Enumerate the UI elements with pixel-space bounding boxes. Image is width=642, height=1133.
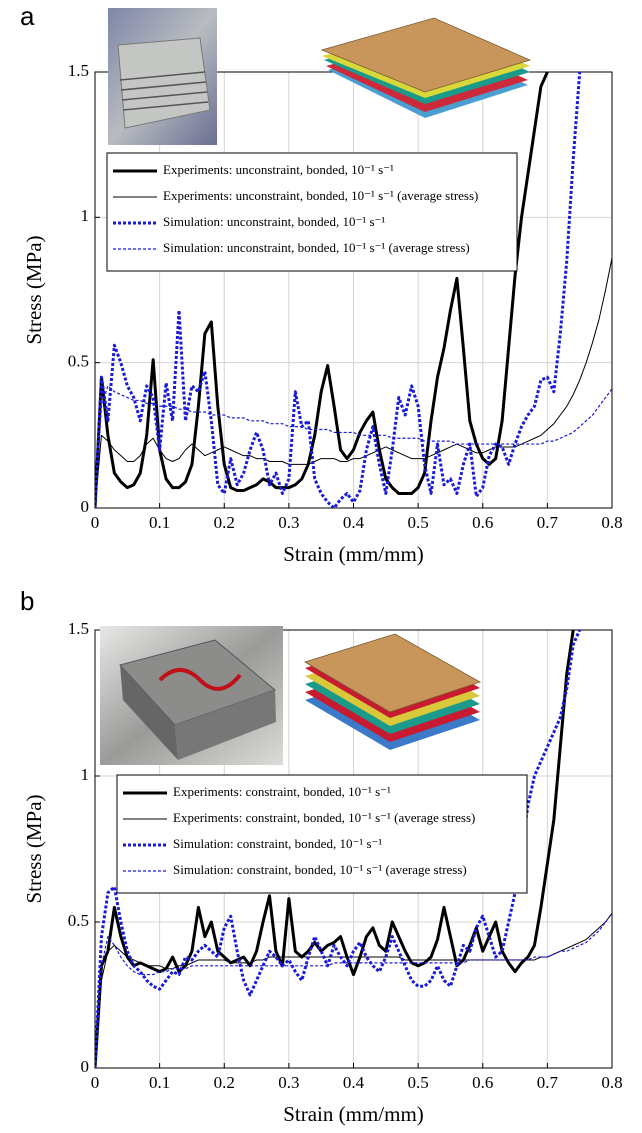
x-tick-label: 0: [91, 513, 100, 532]
photo-a: [108, 8, 217, 145]
x-tick-label: 0.1: [149, 513, 170, 532]
x-tick-label: 0.7: [537, 1073, 559, 1092]
x-tick-label: 0.2: [214, 513, 235, 532]
x-tick-label: 0.1: [149, 1073, 170, 1092]
data-line: [95, 72, 549, 508]
y-axis-title: Stress (MPa): [22, 235, 46, 344]
legend-label: Simulation: constraint, bonded, 10⁻¹ s⁻¹: [173, 836, 382, 851]
y-axis-title: Stress (MPa): [22, 794, 46, 903]
data-line: [95, 257, 612, 508]
x-tick-label: 0.6: [472, 513, 493, 532]
x-axis-title: Strain (mm/mm): [283, 1102, 424, 1126]
legend-label: Experiments: constraint, bonded, 10⁻¹ s⁻…: [173, 784, 391, 799]
panel-label: b: [20, 586, 34, 616]
y-tick-label: 1.5: [68, 61, 89, 80]
legend-label: Simulation: unconstraint, bonded, 10⁻¹ s…: [163, 240, 470, 255]
y-tick-label: 1: [81, 206, 90, 225]
model-a: [320, 17, 532, 118]
y-tick-label: 0.5: [68, 352, 89, 371]
plot-frame: [94, 629, 613, 1069]
legend-label: Simulation: constraint, bonded, 10⁻¹ s⁻¹…: [173, 862, 467, 877]
x-tick-label: 0.8: [601, 1073, 622, 1092]
x-tick-label: 0.2: [214, 1073, 235, 1092]
legend: Experiments: unconstraint, bonded, 10⁻¹ …: [106, 152, 518, 272]
model-b: [304, 633, 481, 750]
y-tick-label: 0: [81, 1057, 90, 1076]
y-tick-label: 0.5: [68, 911, 89, 930]
data-line: [95, 630, 575, 1068]
data-line: [95, 912, 612, 1068]
photo-b: [100, 626, 283, 765]
x-tick-label: 0.8: [601, 513, 622, 532]
data-line: [95, 385, 612, 508]
legend: Experiments: constraint, bonded, 10⁻¹ s⁻…: [116, 774, 528, 894]
x-tick-label: 0.4: [343, 513, 365, 532]
y-tick-label: 1.5: [68, 619, 89, 638]
x-tick-label: 0.3: [278, 513, 299, 532]
x-tick-label: 0.4: [343, 1073, 365, 1092]
x-tick-label: 0.3: [278, 1073, 299, 1092]
legend-label: Experiments: unconstraint, bonded, 10⁻¹ …: [163, 188, 478, 203]
data-line: [95, 630, 582, 1068]
panel-label: a: [20, 1, 35, 31]
legend-box: [106, 152, 518, 272]
x-tick-label: 0.7: [537, 513, 559, 532]
data-line: [95, 72, 582, 508]
x-tick-label: 0: [91, 1073, 100, 1092]
x-tick-label: 0.6: [472, 1073, 493, 1092]
legend-box: [116, 774, 528, 894]
x-axis-title: Strain (mm/mm): [283, 542, 424, 566]
legend-label: Simulation: unconstraint, bonded, 10⁻¹ s…: [163, 214, 385, 229]
y-tick-label: 0: [81, 497, 90, 516]
x-tick-label: 0.5: [408, 513, 429, 532]
y-tick-label: 1: [81, 765, 90, 784]
legend-label: Experiments: constraint, bonded, 10⁻¹ s⁻…: [173, 810, 475, 825]
legend-label: Experiments: unconstraint, bonded, 10⁻¹ …: [163, 162, 394, 177]
plots: a 0 0.1 0.2 0.3 0.4 0.5 0.6 0.7 0.8 0 0.5 1 1.5 Strain…: [20, 1, 623, 1126]
x-tick-label: 0.5: [408, 1073, 429, 1092]
